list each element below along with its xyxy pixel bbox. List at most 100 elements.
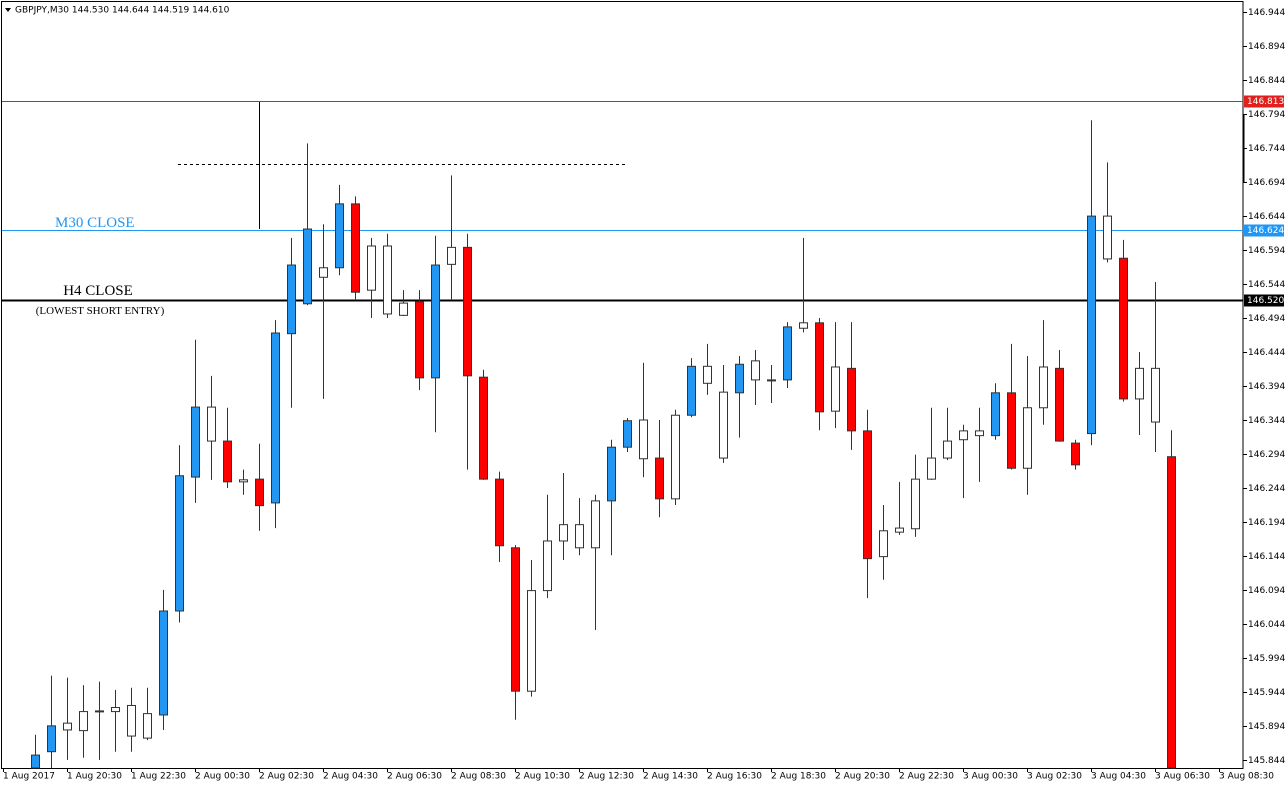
y-tick-label: 146.494 xyxy=(1248,314,1285,324)
x-tick-label: 2 Aug 08:30 xyxy=(451,772,506,782)
candle-body xyxy=(735,363,744,394)
level-label: 146.520 xyxy=(1247,296,1284,306)
candle-body xyxy=(607,446,616,502)
candle-body xyxy=(911,478,920,530)
candle-body xyxy=(95,710,104,713)
candle-body xyxy=(1119,257,1128,400)
candle-body xyxy=(271,332,280,504)
y-tick-label: 146.644 xyxy=(1248,212,1285,222)
y-tick-label: 146.844 xyxy=(1248,76,1285,86)
x-tick-label: 2 Aug 16:30 xyxy=(707,772,762,782)
candle-body xyxy=(319,267,328,278)
candle-body xyxy=(991,392,1000,437)
y-tick-label: 145.994 xyxy=(1248,654,1285,664)
candle-body xyxy=(63,722,72,731)
candle-body xyxy=(79,711,88,732)
y-tick-label: 145.944 xyxy=(1248,688,1285,698)
candle-body xyxy=(639,419,648,460)
candle-body xyxy=(671,414,680,500)
x-tick-label: 2 Aug 18:30 xyxy=(771,772,826,782)
y-tick-label: 146.594 xyxy=(1248,246,1285,256)
candle-body xyxy=(703,365,712,384)
candle-body xyxy=(351,203,360,293)
y-tick-label: 146.244 xyxy=(1248,484,1285,494)
candle-body xyxy=(831,366,840,412)
candle-body xyxy=(495,478,504,547)
candle-body xyxy=(1167,456,1176,769)
candle-body xyxy=(367,245,376,291)
candle-body xyxy=(479,376,488,480)
candle-body xyxy=(559,524,568,542)
candle-body xyxy=(623,420,632,448)
candle-body xyxy=(127,704,136,737)
y-tick-label: 146.294 xyxy=(1248,450,1285,460)
candle-body xyxy=(447,246,456,265)
candle-body xyxy=(959,430,968,441)
candle-body xyxy=(687,365,696,416)
plot-frame xyxy=(1,1,1244,769)
level-subtext: (LOWEST SHORT ENTRY) xyxy=(36,305,165,317)
x-tick-label: 3 Aug 04:30 xyxy=(1091,772,1146,782)
y-tick-label: 145.844 xyxy=(1248,756,1285,766)
candle-body xyxy=(287,264,296,335)
candle-body xyxy=(927,457,936,480)
x-tick-label: 2 Aug 20:30 xyxy=(835,772,890,782)
candle-body xyxy=(655,457,664,500)
y-tick-label: 146.944 xyxy=(1248,8,1285,18)
candle-body xyxy=(879,530,888,558)
x-tick-label: 1 Aug 20:30 xyxy=(67,772,122,782)
candle-body xyxy=(751,360,760,381)
candle-body xyxy=(463,246,472,377)
y-tick-label: 145.894 xyxy=(1248,722,1285,732)
y-tick-label: 146.444 xyxy=(1248,348,1285,358)
x-tick-label: 1 Aug 2017 xyxy=(3,772,55,782)
candle-body xyxy=(943,440,952,459)
x-tick-label: 3 Aug 00:30 xyxy=(963,772,1018,782)
candle-body xyxy=(847,367,856,432)
level-tag xyxy=(1244,224,1284,237)
candle-body xyxy=(783,326,792,381)
candle-body xyxy=(1071,442,1080,466)
candle-body xyxy=(47,725,56,753)
candle-body xyxy=(399,302,408,316)
candle-body xyxy=(255,478,264,507)
candle-body xyxy=(895,527,904,533)
y-tick-label: 146.544 xyxy=(1248,280,1285,290)
candle-body xyxy=(143,713,152,739)
candle-body xyxy=(767,379,776,382)
level-text: H4 CLOSE xyxy=(63,283,133,299)
candle-body xyxy=(335,203,344,269)
candle-body xyxy=(1039,366,1048,409)
y-tick-label: 146.044 xyxy=(1248,620,1285,630)
level-tag xyxy=(1244,95,1284,108)
x-tick-label: 2 Aug 04:30 xyxy=(323,772,378,782)
x-tick-label: 2 Aug 02:30 xyxy=(259,772,314,782)
x-tick-label: 2 Aug 06:30 xyxy=(387,772,442,782)
candle-body xyxy=(191,406,200,478)
candle-body xyxy=(1055,367,1064,442)
x-tick-label: 3 Aug 06:30 xyxy=(1155,772,1210,782)
candle-body xyxy=(527,590,536,692)
candle-body xyxy=(1007,392,1016,469)
candle-body xyxy=(815,322,824,413)
x-tick-label: 2 Aug 10:30 xyxy=(515,772,570,782)
y-tick-label: 146.894 xyxy=(1248,42,1285,52)
candle-body xyxy=(591,500,600,549)
candle-body xyxy=(1087,215,1096,435)
candle-body xyxy=(431,264,440,379)
candle-body xyxy=(1135,367,1144,400)
x-tick-label: 3 Aug 02:30 xyxy=(1027,772,1082,782)
candle-body xyxy=(415,301,424,379)
candle-body xyxy=(223,440,232,483)
y-tick-label: 146.744 xyxy=(1248,144,1285,154)
y-tick-label: 146.194 xyxy=(1248,518,1285,528)
level-label: 146.813 xyxy=(1247,97,1284,107)
candle-body xyxy=(239,479,248,483)
y-tick-label: 146.144 xyxy=(1248,552,1285,562)
candle-body xyxy=(111,707,120,713)
header: GBPJPY,M30 144.530 144.644 144.519 144.6… xyxy=(15,6,230,16)
candle-body xyxy=(511,547,520,692)
level-tag xyxy=(1244,294,1284,307)
candle-body xyxy=(159,610,168,716)
candle-body xyxy=(31,754,40,769)
